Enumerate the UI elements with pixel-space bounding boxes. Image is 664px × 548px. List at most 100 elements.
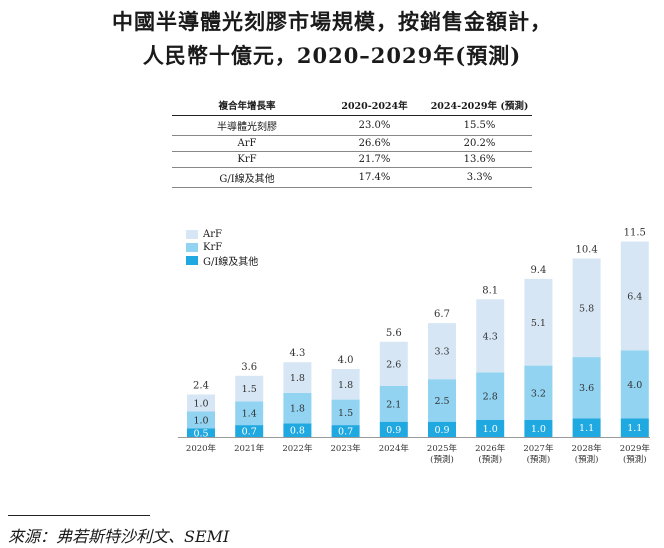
cagr-row: KrF 21.7% 13.6% (172, 151, 532, 168)
bar-total-label: 11.5 (624, 228, 646, 239)
bar-value-label-arf: 1.8 (290, 373, 305, 384)
bar-segment-gi (331, 425, 360, 437)
cagr-row: G/I線及其他 17.4% 3.3% (172, 167, 532, 188)
x-tick-label: 2029年 (620, 443, 651, 454)
bar-value-label-krf: 3.6 (579, 383, 594, 394)
x-tick-label: 2028年 (572, 443, 603, 454)
bar-total-label: 10.4 (575, 245, 597, 256)
bar-value-label-krf: 2.8 (483, 392, 498, 403)
bar-value-label-krf: 3.2 (531, 388, 546, 399)
x-tick-label: 2022年 (282, 443, 313, 454)
legend-item-gi: G/I線及其他 (186, 254, 259, 268)
bar-value-label-arf: 5.8 (579, 303, 594, 314)
x-tick-sublabel: (預測) (623, 454, 647, 465)
bar-segment-arf (620, 241, 649, 351)
bar-value-label-krf: 1.8 (290, 404, 305, 415)
bar-segment-arf (331, 369, 360, 400)
source-divider (8, 515, 150, 516)
bar-value-label-krf: 2.1 (386, 399, 401, 410)
legend-label-arf: ArF (203, 229, 222, 240)
cagr-cell-value: 13.6% (427, 151, 532, 168)
x-tick-sublabel: (預測) (430, 454, 454, 465)
bar-segment-gi (572, 418, 601, 437)
bar-value-label-gi: 0.7 (338, 427, 353, 438)
legend-swatch-arf (186, 230, 198, 239)
bar-segment-arf (187, 394, 215, 412)
x-tick-label: 2021年 (234, 443, 265, 454)
bar-value-label-gi: 0.9 (386, 425, 401, 436)
bar-total-label: 4.3 (289, 348, 305, 359)
bar-segment-gi (524, 420, 553, 437)
x-tick-label: 2026年 (475, 443, 506, 454)
x-tick-label: 2024年 (379, 443, 410, 454)
bar-value-label-arf: 5.1 (531, 318, 546, 329)
bar-segment-krf (283, 392, 312, 424)
bar-value-label-arf: 3.3 (434, 347, 449, 358)
bar-segment-krf (572, 357, 601, 419)
source-note: 來源：弗若斯特沙利文、SEMI (8, 527, 230, 546)
cagr-row: 半導體光刻膠 23.0% 15.5% (172, 115, 532, 136)
cagr-header-label: 複合年增長率 (172, 96, 322, 116)
bar-segment-arf (572, 258, 601, 358)
bar-value-label-gi: 0.8 (290, 426, 305, 437)
bar-segment-krf (187, 411, 215, 429)
cagr-header-period2: 2024-2029年 (預測) (427, 96, 532, 116)
cagr-cell-value: 20.2% (427, 135, 532, 152)
cagr-header-period1: 2020-2024年 (322, 96, 427, 116)
bar-total-label: 4.0 (338, 355, 354, 366)
bar-segment-krf (620, 350, 649, 419)
bar-value-label-gi: 1.0 (483, 424, 498, 435)
bar-segment-gi (476, 420, 505, 437)
x-tick-label: 2025年 (427, 443, 458, 454)
cagr-cell-name: ArF (172, 135, 322, 152)
bar-segment-gi (187, 428, 215, 437)
bar-total-label: 9.4 (530, 265, 546, 276)
bar-value-label-arf: 1.8 (338, 380, 353, 391)
bar-value-label-krf: 4.0 (627, 380, 642, 391)
legend-item-arf: ArF (186, 228, 258, 241)
x-tick-sublabel: (預測) (527, 454, 551, 465)
bar-segment-arf (476, 299, 505, 373)
legend-label-gi: G/I線及其他 (203, 257, 259, 268)
cagr-table-header: 複合年增長率 2020-2024年 2024-2029年 (預測) (172, 96, 532, 116)
bar-value-label-gi: 0.9 (434, 425, 449, 436)
bar-total-label: 5.6 (386, 328, 402, 339)
x-tick-sublabel: (預測) (575, 454, 599, 465)
bar-segment-arf (428, 323, 456, 380)
legend-swatch-krf (186, 243, 198, 252)
bar-value-label-arf: 2.6 (386, 359, 401, 370)
bar-value-label-gi: 1.0 (531, 424, 546, 435)
legend-swatch-gi (186, 256, 198, 265)
bar-value-label-gi: 1.1 (579, 423, 594, 434)
bar-value-label-krf: 1.5 (338, 408, 353, 419)
cagr-cell-name: G/I線及其他 (172, 167, 322, 188)
bar-value-label-arf: 1.0 (193, 399, 208, 410)
bar-segment-gi (235, 425, 264, 437)
x-tick-label: 2020年 (186, 443, 217, 454)
cagr-cell-value: 21.7% (322, 151, 427, 168)
bar-total-label: 2.4 (193, 381, 209, 392)
cagr-cell-name: KrF (172, 151, 322, 168)
x-tick-sublabel: (預測) (478, 454, 502, 465)
bar-segment-krf (524, 365, 553, 420)
cagr-cell-value: 3.3% (427, 167, 532, 188)
bar-segment-gi (379, 421, 408, 437)
bar-value-label-gi: 0.5 (193, 428, 208, 439)
cagr-cell-value: 15.5% (427, 115, 532, 136)
bar-segment-krf (331, 399, 360, 426)
bar-value-label-arf: 1.5 (242, 384, 257, 395)
cagr-cell-value: 17.4% (322, 167, 427, 188)
bar-segment-arf (235, 375, 264, 402)
bar-segment-arf (379, 341, 408, 386)
bar-value-label-krf: 2.5 (434, 396, 449, 407)
bar-total-label: 6.7 (434, 309, 450, 320)
chart-title-line2: 人民幣十億元，2020–2029年(預測) (142, 43, 522, 68)
chart-title-line1: 中國半導體光刻膠市場規模，按銷售金額計， (112, 9, 552, 34)
bar-segment-krf (428, 379, 456, 422)
bar-total-label: 8.1 (482, 285, 498, 296)
legend-label-krf: KrF (203, 242, 223, 253)
cagr-row: ArF 26.6% 20.2% (172, 135, 532, 152)
chart-legend: ArF KrF G/I線及其他 (186, 228, 259, 268)
cagr-table: 複合年增長率 2020-2024年 2024-2029年 (預測) 半導體光刻膠… (172, 96, 532, 188)
